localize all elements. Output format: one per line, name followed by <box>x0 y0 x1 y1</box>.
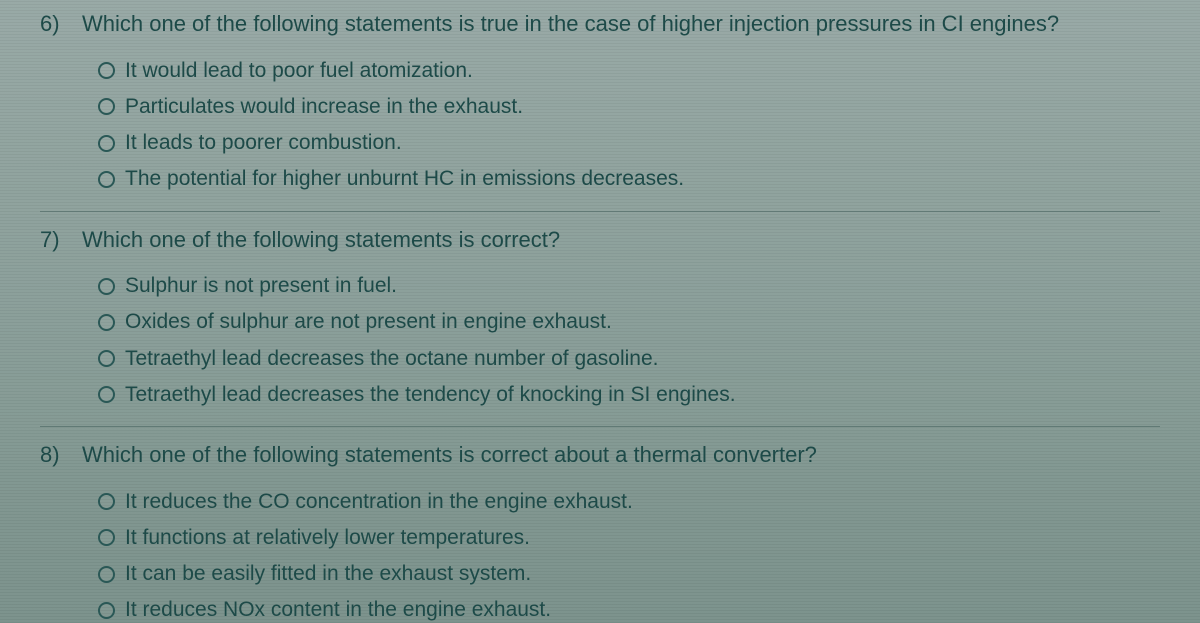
option-row[interactable]: It functions at relatively lower tempera… <box>98 525 1160 551</box>
question-divider <box>40 426 1160 427</box>
question-number: 6) <box>40 11 82 37</box>
quiz-page: 6) Which one of the following statements… <box>0 0 1200 623</box>
option-text: It reduces the CO concentration in the e… <box>125 489 633 515</box>
radio-icon[interactable] <box>98 493 115 510</box>
option-row[interactable]: It would lead to poor fuel atomization. <box>98 58 1160 84</box>
question-number: 8) <box>40 442 82 468</box>
option-row[interactable]: It reduces the CO concentration in the e… <box>98 489 1160 515</box>
option-text: The potential for higher unburnt HC in e… <box>125 166 684 192</box>
question-number: 7) <box>40 227 82 253</box>
option-text: Sulphur is not present in fuel. <box>125 273 397 299</box>
option-text: Tetraethyl lead decreases the tendency o… <box>125 382 736 408</box>
radio-icon[interactable] <box>98 135 115 152</box>
radio-icon[interactable] <box>98 98 115 115</box>
radio-icon[interactable] <box>98 62 115 79</box>
option-row[interactable]: Oxides of sulphur are not present in eng… <box>98 309 1160 335</box>
options-list: It reduces the CO concentration in the e… <box>40 489 1160 623</box>
option-text: It reduces NOx content in the engine exh… <box>125 597 551 623</box>
question-text: Which one of the following statements is… <box>82 226 560 254</box>
question-block-6: 6) Which one of the following statements… <box>40 10 1160 193</box>
question-block-7: 7) Which one of the following statements… <box>40 226 1160 409</box>
option-row[interactable]: Particulates would increase in the exhau… <box>98 94 1160 120</box>
option-row[interactable]: Tetraethyl lead decreases the octane num… <box>98 346 1160 372</box>
option-text: Tetraethyl lead decreases the octane num… <box>125 346 659 372</box>
option-text: Particulates would increase in the exhau… <box>125 94 523 120</box>
option-row[interactable]: The potential for higher unburnt HC in e… <box>98 166 1160 192</box>
question-text: Which one of the following statements is… <box>82 441 817 469</box>
question-header: 6) Which one of the following statements… <box>40 10 1160 38</box>
option-row[interactable]: Tetraethyl lead decreases the tendency o… <box>98 382 1160 408</box>
option-row[interactable]: It can be easily fitted in the exhaust s… <box>98 561 1160 587</box>
options-list: It would lead to poor fuel atomization. … <box>40 58 1160 193</box>
radio-icon[interactable] <box>98 350 115 367</box>
option-row[interactable]: Sulphur is not present in fuel. <box>98 273 1160 299</box>
radio-icon[interactable] <box>98 386 115 403</box>
radio-icon[interactable] <box>98 171 115 188</box>
radio-icon[interactable] <box>98 529 115 546</box>
question-header: 8) Which one of the following statements… <box>40 441 1160 469</box>
radio-icon[interactable] <box>98 314 115 331</box>
question-text: Which one of the following statements is… <box>82 10 1059 38</box>
option-row[interactable]: It reduces NOx content in the engine exh… <box>98 597 1160 623</box>
question-block-8: 8) Which one of the following statements… <box>40 441 1160 623</box>
radio-icon[interactable] <box>98 278 115 295</box>
radio-icon[interactable] <box>98 602 115 619</box>
option-text: It can be easily fitted in the exhaust s… <box>125 561 531 587</box>
option-text: Oxides of sulphur are not present in eng… <box>125 309 612 335</box>
option-text: It functions at relatively lower tempera… <box>125 525 530 551</box>
option-text: It leads to poorer combustion. <box>125 130 402 156</box>
option-row[interactable]: It leads to poorer combustion. <box>98 130 1160 156</box>
question-divider <box>40 211 1160 212</box>
options-list: Sulphur is not present in fuel. Oxides o… <box>40 273 1160 408</box>
option-text: It would lead to poor fuel atomization. <box>125 58 473 84</box>
question-header: 7) Which one of the following statements… <box>40 226 1160 254</box>
radio-icon[interactable] <box>98 566 115 583</box>
